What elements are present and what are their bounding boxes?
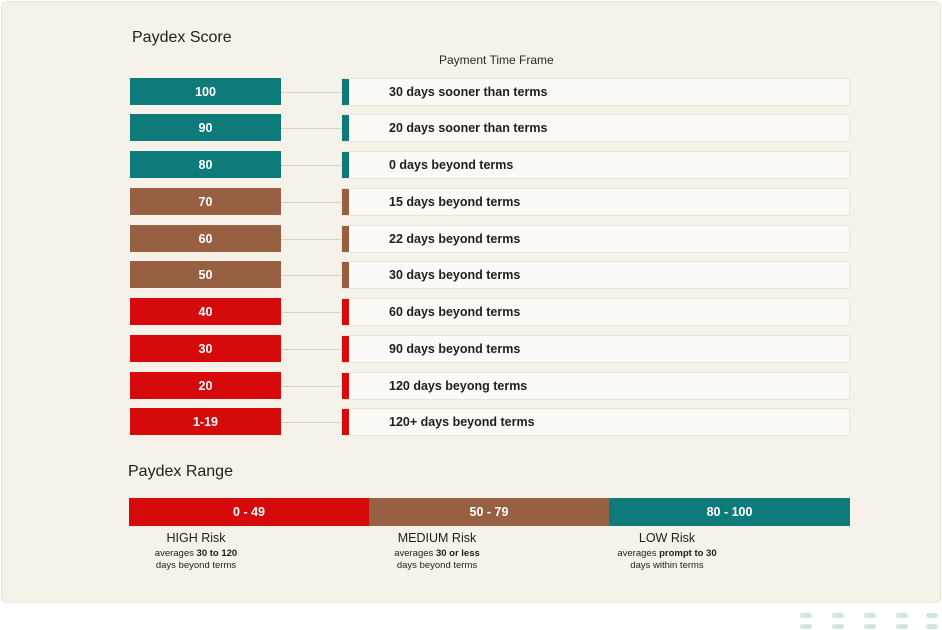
- time-frame-box: 15 days beyond terms: [341, 188, 850, 216]
- score-row: 40 60 days beyond terms: [0, 298, 942, 326]
- time-frame-text: 30 days sooner than terms: [389, 85, 548, 99]
- connector-line: [281, 349, 342, 350]
- risk-desc-suffix: days within terms: [630, 560, 704, 571]
- connector-line: [281, 386, 342, 387]
- time-frame-box: 0 days beyond terms: [341, 151, 850, 179]
- range-segment-teal: 80 - 100: [609, 498, 850, 526]
- score-box: 100: [130, 78, 281, 105]
- frame-accent: [342, 152, 349, 178]
- time-frame-text: 90 days beyond terms: [389, 342, 521, 356]
- risk-block: LOW Risk averages prompt to 30 days within…: [577, 531, 757, 572]
- score-row: 70 15 days beyond terms: [0, 188, 942, 216]
- time-frame-text: 22 days beyond terms: [389, 232, 521, 246]
- risk-desc-bold: 30 or less: [435, 548, 480, 559]
- dot: [864, 624, 876, 629]
- range-segment-brown: 50 - 79: [369, 498, 609, 526]
- frame-accent: [342, 115, 349, 141]
- paydex-range-bar: 0 - 49 50 - 79 80 - 100: [129, 498, 850, 526]
- score-box: 60: [130, 225, 281, 252]
- dot: [926, 613, 938, 618]
- time-frame-box: 22 days beyond terms: [341, 225, 850, 253]
- risk-title: HIGH Risk: [166, 531, 226, 545]
- paydex-range-title: Paydex Range: [128, 463, 233, 480]
- time-frame-text: 0 days beyond terms: [389, 158, 514, 172]
- connector-line: [281, 202, 342, 203]
- score-row: 100 30 days sooner than terms: [0, 78, 942, 106]
- score-box: 30: [130, 335, 281, 362]
- time-frame-text: 15 days beyond terms: [389, 195, 521, 209]
- dot: [800, 613, 812, 618]
- time-frame-box: 120+ days beyond terms: [341, 408, 850, 436]
- score-box: 40: [130, 298, 281, 325]
- frame-accent: [342, 299, 349, 325]
- risk-title: LOW Risk: [638, 531, 696, 545]
- dot: [864, 613, 876, 618]
- score-box: 90: [130, 114, 281, 141]
- dot: [896, 613, 908, 618]
- score-row: 1-19 120+ days beyond terms: [0, 408, 942, 436]
- connector-line: [281, 165, 342, 166]
- time-frame-text: 120 days beyong terms: [389, 379, 528, 393]
- risk-title: MEDIUM Risk: [397, 531, 477, 545]
- dot: [832, 624, 844, 629]
- time-frame-text: 20 days sooner than terms: [389, 121, 548, 135]
- time-frame-box: 20 days sooner than terms: [341, 114, 850, 142]
- connector-line: [281, 128, 342, 129]
- time-frame-box: 120 days beyong terms: [341, 372, 850, 400]
- score-row: 90 20 days sooner than terms: [0, 114, 942, 142]
- risk-desc-bold: prompt to 30: [659, 548, 717, 559]
- time-frame-box: 30 days beyond terms: [341, 261, 850, 289]
- risk-description: averages prompt to 30 days within terms: [577, 548, 757, 572]
- frame-accent: [342, 262, 349, 288]
- time-frame-text: 30 days beyond terms: [389, 268, 521, 282]
- score-row: 30 90 days beyond terms: [0, 335, 942, 363]
- frame-accent: [342, 189, 349, 215]
- risk-desc-prefix: averages: [154, 548, 197, 559]
- risk-desc-prefix: averages: [617, 548, 660, 559]
- score-row: 60 22 days beyond terms: [0, 225, 942, 253]
- score-box: 1-19: [130, 408, 281, 435]
- time-frame-box: 30 days sooner than terms: [341, 78, 850, 106]
- connector-line: [281, 92, 342, 93]
- dot: [896, 624, 908, 629]
- frame-accent: [342, 226, 349, 252]
- frame-accent: [342, 373, 349, 399]
- connector-line: [281, 312, 342, 313]
- risk-desc-prefix: averages: [394, 548, 436, 559]
- time-frame-box: 90 days beyond terms: [341, 335, 850, 363]
- time-frame-text: 60 days beyond terms: [389, 305, 521, 319]
- dot: [926, 624, 938, 629]
- dot: [832, 613, 844, 618]
- frame-accent: [342, 79, 349, 105]
- score-row: 20 120 days beyong terms: [0, 372, 942, 400]
- risk-description: averages 30 to 120 days beyond terms: [106, 548, 286, 572]
- time-frame-box: 60 days beyond terms: [341, 298, 850, 326]
- range-segment-red: 0 - 49: [129, 498, 369, 526]
- score-box: 80: [130, 151, 281, 178]
- risk-description: averages 30 or less days beyond terms: [347, 548, 527, 572]
- score-row: 80 0 days beyond terms: [0, 151, 942, 179]
- score-box: 70: [130, 188, 281, 215]
- risk-desc-bold: 30 to 120: [196, 548, 238, 559]
- dot: [800, 624, 812, 629]
- score-row: 50 30 days beyond terms: [0, 261, 942, 289]
- paydex-score-title: Paydex Score: [132, 29, 232, 46]
- connector-line: [281, 422, 342, 423]
- connector-line: [281, 239, 342, 240]
- risk-block: MEDIUM Risk averages 30 or less days beyon…: [347, 531, 527, 572]
- time-frame-text: 120+ days beyond terms: [389, 415, 535, 429]
- payment-time-frame-title: Payment Time Frame: [439, 53, 554, 67]
- risk-block: HIGH Risk averages 30 to 120 days beyond t…: [106, 531, 286, 572]
- score-box: 20: [130, 372, 281, 399]
- score-box: 50: [130, 261, 281, 288]
- risk-desc-suffix: days beyond terms: [396, 560, 478, 571]
- risk-desc-suffix: days beyond terms: [155, 560, 237, 571]
- frame-accent: [342, 336, 349, 362]
- frame-accent: [342, 409, 349, 435]
- connector-line: [281, 275, 342, 276]
- decorative-dots: [796, 610, 938, 630]
